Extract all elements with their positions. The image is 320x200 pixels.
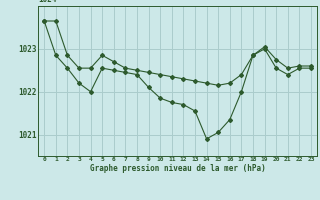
X-axis label: Graphe pression niveau de la mer (hPa): Graphe pression niveau de la mer (hPa) [90,164,266,173]
Text: 1024: 1024 [38,0,57,4]
